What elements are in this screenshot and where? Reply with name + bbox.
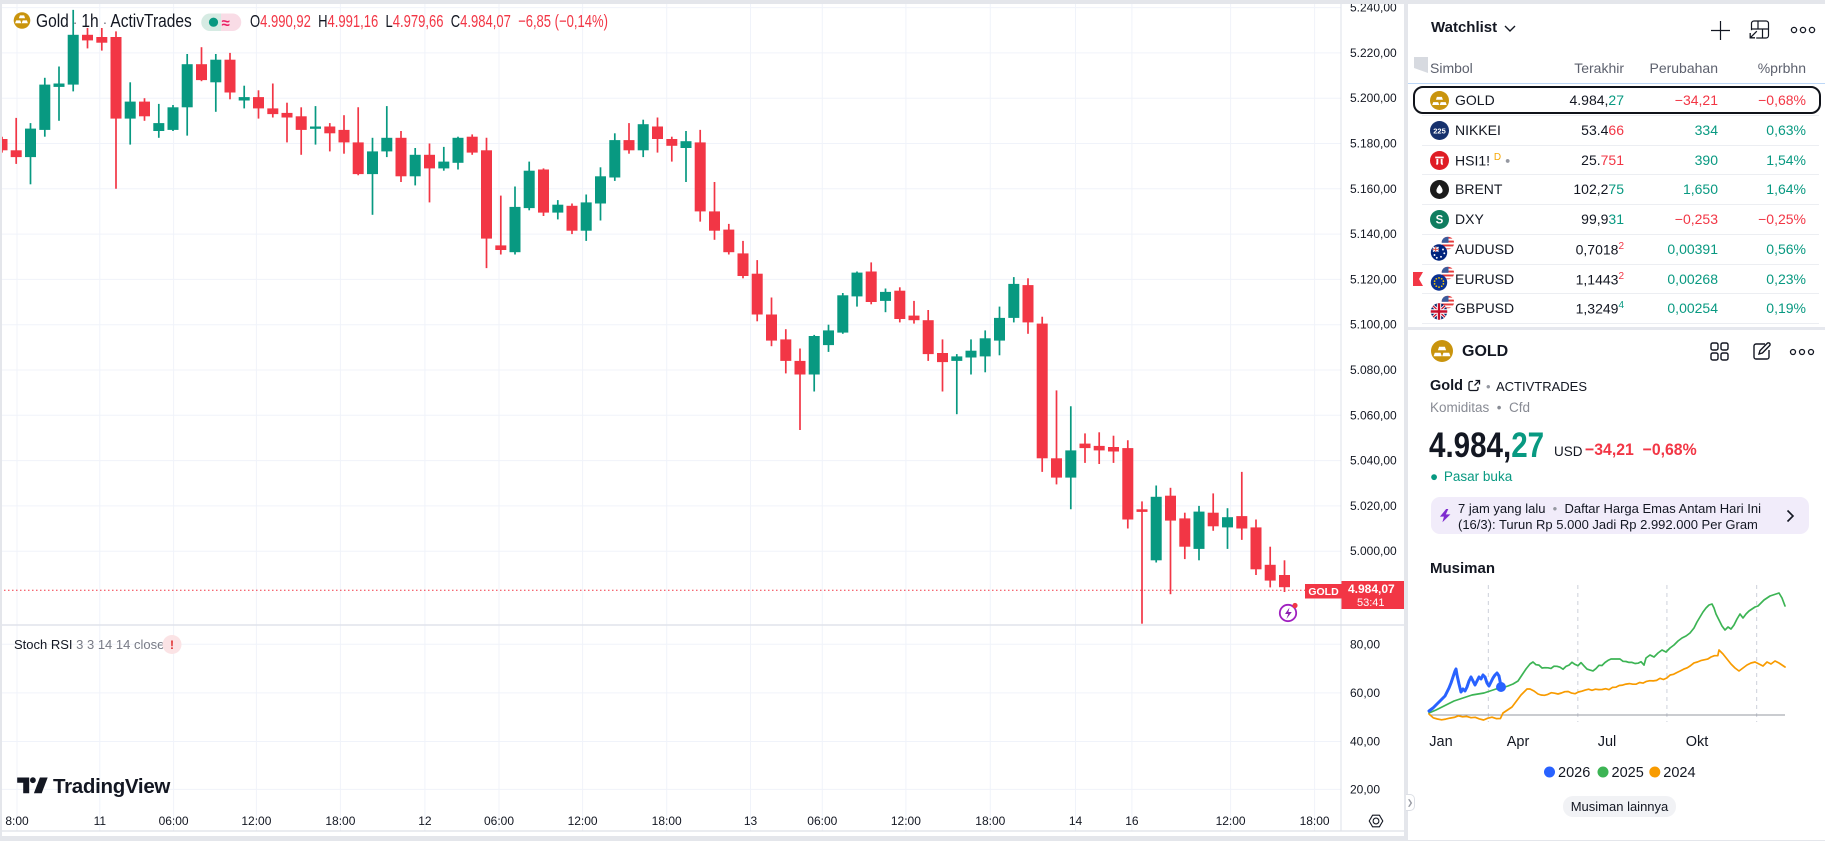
svg-text:Jul: Jul (1598, 734, 1617, 750)
svg-text:5.060,00: 5.060,00 (1350, 408, 1397, 422)
svg-text:5.020,00: 5.020,00 (1350, 499, 1397, 513)
svg-text:5.240,00: 5.240,00 (1350, 4, 1397, 15)
svg-text:2024: 2024 (1663, 765, 1695, 781)
svg-text:≈: ≈ (222, 15, 230, 32)
svg-text:80,00: 80,00 (1350, 637, 1380, 651)
svg-text:GOLD: GOLD (1308, 586, 1339, 598)
svg-text:12:00: 12:00 (241, 814, 271, 828)
svg-text:53:41: 53:41 (1357, 597, 1385, 609)
svg-text:5.180,00: 5.180,00 (1350, 137, 1397, 151)
svg-text:16: 16 (1125, 814, 1139, 828)
svg-text:Stoch RSI 3 3 14 14 close: Stoch RSI 3 3 14 14 close (14, 637, 164, 652)
svg-text:2025: 2025 (1612, 765, 1644, 781)
svg-text:13: 13 (744, 814, 758, 828)
svg-text:5.100,00: 5.100,00 (1350, 318, 1397, 332)
svg-text:06:00: 06:00 (484, 814, 514, 828)
svg-text:14: 14 (1069, 814, 1083, 828)
svg-text:5.120,00: 5.120,00 (1350, 272, 1397, 286)
svg-text:12:00: 12:00 (891, 814, 921, 828)
svg-text:4.984,07: 4.984,07 (1348, 582, 1395, 596)
svg-text:Gold · 1h · ActivTrades: Gold · 1h · ActivTrades (36, 11, 192, 32)
svg-text:5.200,00: 5.200,00 (1350, 91, 1397, 105)
svg-text:06:00: 06:00 (159, 814, 189, 828)
svg-text:06:00: 06:00 (807, 814, 837, 828)
svg-text:5.000,00: 5.000,00 (1350, 544, 1397, 558)
svg-text:5.220,00: 5.220,00 (1350, 46, 1397, 60)
svg-text:11: 11 (94, 814, 107, 828)
svg-text:40,00: 40,00 (1350, 735, 1380, 749)
svg-text:18:00: 18:00 (325, 814, 355, 828)
svg-text:5.140,00: 5.140,00 (1350, 227, 1397, 241)
svg-text:5.160,00: 5.160,00 (1350, 182, 1397, 196)
svg-text:60,00: 60,00 (1350, 686, 1380, 700)
svg-text:!: ! (170, 638, 174, 652)
svg-text:12: 12 (418, 814, 432, 828)
svg-text:Jan: Jan (1429, 734, 1452, 750)
svg-text:18:00: 18:00 (975, 814, 1005, 828)
svg-text:O4.990,92 H4.991,16 L4.979,6: O4.990,92 H4.991,16 L4.979,66 C4.984,07 … (250, 12, 608, 31)
svg-text:S: S (1436, 215, 1444, 227)
svg-text:5.080,00: 5.080,00 (1350, 363, 1397, 377)
svg-text:12:00: 12:00 (1216, 814, 1246, 828)
svg-text:18:00: 18:00 (1300, 814, 1330, 828)
svg-text:TradingView: TradingView (53, 775, 170, 798)
svg-text:5.040,00: 5.040,00 (1350, 454, 1397, 468)
svg-text:Apr: Apr (1507, 734, 1530, 750)
svg-text:20,00: 20,00 (1350, 782, 1380, 796)
svg-text:225: 225 (1433, 126, 1446, 135)
svg-text:Okt: Okt (1686, 734, 1709, 750)
svg-text:2026: 2026 (1558, 765, 1590, 781)
svg-text:18:00: 18:00 (652, 814, 682, 828)
svg-text:12:00: 12:00 (568, 814, 598, 828)
svg-text:8:00: 8:00 (5, 814, 29, 828)
